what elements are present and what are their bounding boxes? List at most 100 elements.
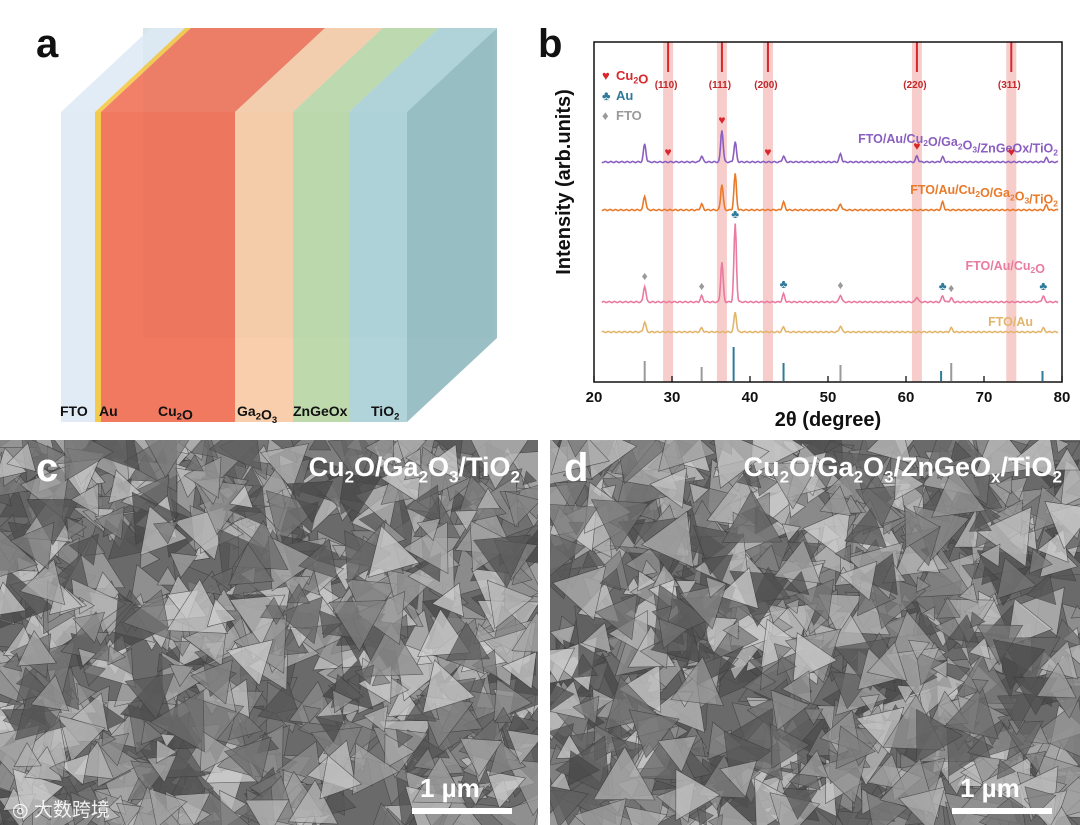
sem-grain [637,570,657,592]
x-tick-label-4: 60 [898,389,915,406]
layer-front-2 [101,112,235,422]
sem-grain [904,506,941,549]
layer-label-Cu2O: Cu2O [158,403,193,423]
layer-label-Ga2O3: Ga2O3 [237,403,277,426]
layer-label-FTO: FTO [60,403,88,419]
sem-grain [208,440,262,471]
sem-grain [302,705,322,724]
sem-grain [550,769,571,791]
sem-grain [511,611,538,653]
sem-grain [454,510,478,532]
layer-front-4 [293,112,349,422]
sem-grain [719,760,758,798]
sem-grain [229,485,254,509]
x-tick-label-3: 50 [820,389,837,406]
sem-grain [227,543,275,586]
x-axis-label: 2θ (degree) [775,409,881,431]
sem-grain [572,695,600,725]
peak-marker-2-0: ♣ [731,207,739,221]
sem-grain [1055,440,1070,454]
sem-grain [600,484,617,500]
layer-front-3 [235,112,293,422]
sem-grain [459,737,503,777]
sem-grain [9,521,55,570]
sem-grain [866,641,908,682]
sem-grain [896,684,917,703]
sem-c-title-text: Cu2O/Ga2O3/TiO2 [308,452,520,487]
ref-label-1: (111) [709,80,731,91]
sem-grain [332,689,354,714]
sem-grain [681,564,696,580]
sem-grain [287,779,339,825]
sem-grain [721,489,783,543]
sem-grain [995,475,1013,495]
sem-grain [675,580,697,599]
sem-grain [431,582,464,618]
sem-grain [794,578,835,622]
panel-b-letter: b [538,22,563,66]
sem-grain [1028,548,1053,574]
sem-grain [404,448,422,467]
sem-grain [361,621,424,677]
sem-grain [792,632,838,682]
panel-a-letter: a [36,22,59,66]
sem-grain [506,729,538,765]
sem-grain [68,533,99,566]
sem-grain [981,566,1000,586]
sem-grain [658,440,717,472]
sem-grain [781,523,801,542]
layer-top-5 [349,28,497,112]
x-tick-label-5: 70 [976,389,993,406]
sem-grain [1025,573,1057,606]
sem-grain [802,507,851,561]
sem-grain [413,747,438,771]
peak-marker-1-2: ♦ [837,278,843,292]
layer-label-TiO2: TiO2 [371,403,399,423]
sem-grain [931,659,948,678]
ref-label-4: (311) [998,80,1021,91]
sem-grain [958,583,978,603]
peak-marker-0-1: ♥ [718,113,725,127]
sem-grain [403,457,429,481]
sem-grain [921,606,936,622]
sem-grain [765,462,820,510]
sem-grain [344,530,392,584]
sem-grain [169,552,198,579]
sem-grain [190,659,233,705]
sem-grain [122,589,171,640]
sem-grain [522,470,537,486]
sem-grain [961,562,980,580]
device-stack-diagram: FTO Au Cu2O Ga2O3 ZnGeOx TiO2 [60,28,497,426]
legend-label-0: Cu2O [616,68,648,86]
sem-grain [908,639,931,660]
sem-grain [838,560,878,601]
sem-grain [707,813,723,825]
sem-grain [416,517,441,542]
sem-grain [456,456,481,484]
sem-grain [506,759,538,817]
sem-grain [48,760,66,779]
sem-grain [971,679,989,695]
sem-grain [915,546,972,598]
sem-grain [594,593,638,641]
sem-grain [968,636,991,660]
sem-grain [473,534,532,588]
sem-d-title: Cu2O/Ga2O3/ZnGeOx/TiO2 [744,452,1062,487]
sem-grain [76,682,98,706]
layer-top-2 [101,28,325,112]
sem-grain [915,651,948,686]
layer-label-Au: Au [99,403,118,419]
sem-grain [670,656,725,707]
sem-grain [866,440,912,464]
ref-band-2 [762,42,773,382]
sem-grain [155,739,178,764]
sem-grain [156,566,179,586]
sem-grain [968,511,992,532]
sem-grain [153,521,179,545]
peak-marker-2-2: ♣ [939,279,947,293]
sem-grain [967,735,991,759]
sem-grain [485,770,527,809]
sem-grain [298,538,338,579]
series-label-3: FTO/Au [988,315,1033,329]
sem-grain [550,533,586,577]
